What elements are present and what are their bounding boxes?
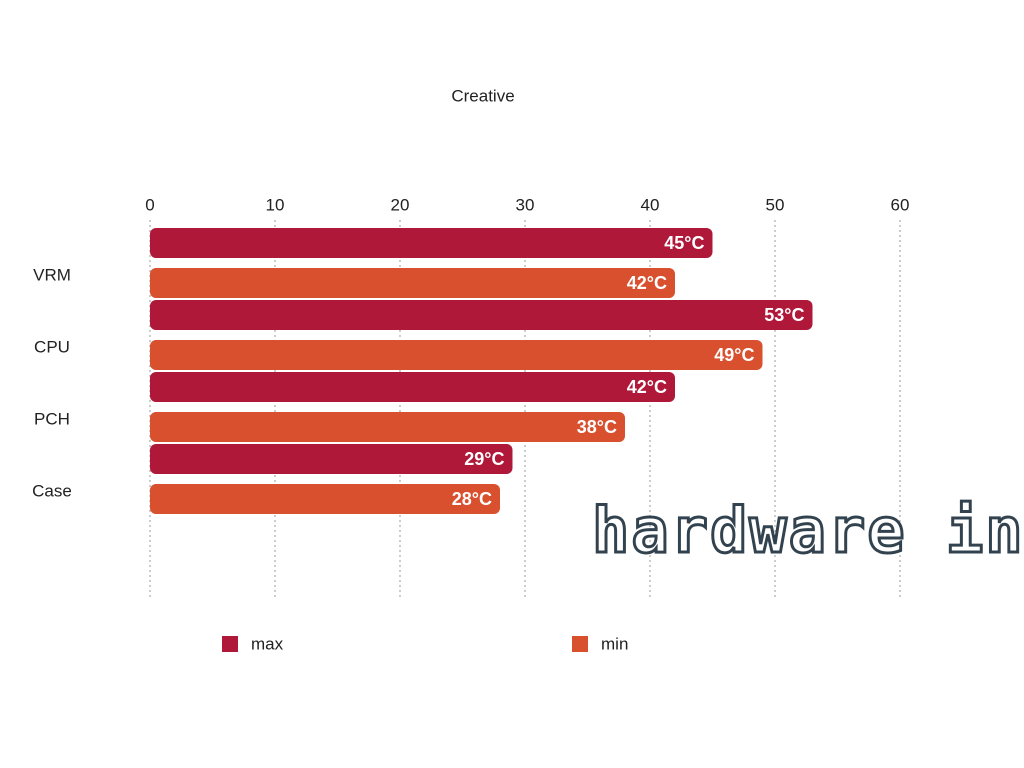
x-tick-label: 40	[641, 195, 660, 214]
bar	[150, 340, 763, 370]
legend-swatch	[222, 636, 238, 652]
bar	[150, 372, 675, 402]
plot-area: 0 10 20 30 40 50 60 VRM 45°C 42°C CPU 53°C 49°C PCH 42…	[32, 195, 909, 653]
x-tick-label: 10	[266, 195, 285, 214]
x-tick-label: 50	[766, 195, 785, 214]
value-label: 38°C	[577, 417, 617, 437]
bar	[150, 444, 513, 474]
chart-title: Creative	[451, 86, 514, 105]
bar	[150, 484, 500, 514]
y-tick-label: VRM	[33, 265, 71, 284]
bar	[150, 268, 675, 298]
legend-swatch	[572, 636, 588, 652]
value-label: 53°C	[764, 305, 804, 325]
value-label: 29°C	[464, 449, 504, 469]
y-tick-label: Case	[32, 481, 72, 500]
x-tick-label: 20	[391, 195, 410, 214]
value-label: 28°C	[452, 489, 492, 509]
x-tick-label: 0	[145, 195, 154, 214]
bar	[150, 412, 625, 442]
watermark: hardware inside	[592, 494, 1024, 567]
value-label: 49°C	[714, 345, 754, 365]
bar	[150, 300, 813, 330]
x-tick-label: 30	[516, 195, 535, 214]
bar	[150, 228, 713, 258]
value-label: 42°C	[627, 273, 667, 293]
value-label: 42°C	[627, 377, 667, 397]
value-label: 45°C	[664, 233, 704, 253]
y-tick-label: CPU	[34, 337, 70, 356]
legend-label: min	[601, 634, 628, 653]
x-tick-label: 60	[891, 195, 910, 214]
legend-label: max	[251, 634, 284, 653]
y-tick-label: PCH	[34, 409, 70, 428]
